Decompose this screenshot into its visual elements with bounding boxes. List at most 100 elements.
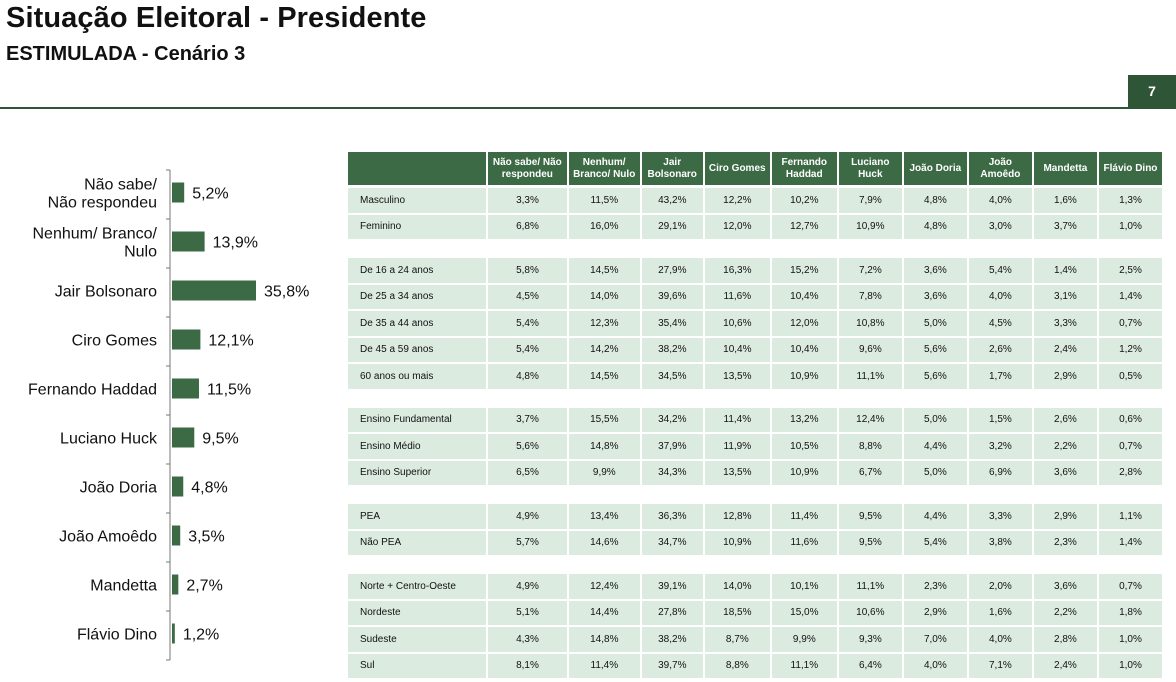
row-label: De 35 a 44 anos [348,311,487,336]
table-cell: 5,6% [903,337,967,362]
table-cell: 14,2% [568,337,640,362]
table-row: Sudeste 4,3% 14,8% 38,2% 8,7% 9,9% 9,3% 7,0% 4,0… [348,627,1162,652]
table-cell: 14,5% [568,258,640,283]
table-cell: 12,2% [704,188,770,213]
table-cell: 2,8% [1033,627,1097,652]
row-label: Não PEA [348,530,487,555]
table-cell: 10,4% [771,284,837,309]
table-cell: 5,0% [903,460,967,485]
table-cell: 12,8% [704,504,770,529]
column-header: Mandetta [1033,152,1097,185]
table-cell: 4,4% [903,434,967,459]
table-cell: 1,3% [1098,188,1162,213]
table-header: Não sabe/ Não respondeu Nenhum/ Branco/ N… [348,152,1162,185]
bar [172,378,199,399]
table-cell: 27,9% [641,258,703,283]
table-row: Masculino 3,3% 11,5% 43,2% 12,2% 10,2% 7,9% 4,8… [348,188,1162,213]
table-cell: 0,7% [1098,434,1162,459]
table-cell: 5,6% [903,364,967,389]
bar [172,329,201,350]
table-cell: 1,2% [1098,337,1162,362]
table-cell: 14,0% [704,574,770,599]
table-cell: 1,0% [1098,653,1162,678]
table-cell: 2,2% [1033,600,1097,625]
table-cell: 1,0% [1098,627,1162,652]
category-label: Jair Bolsonaro [55,284,157,301]
category-label: Luciano Huck [60,431,158,448]
table-cell: 6,7% [838,460,902,485]
table-cell: 1,7% [968,364,1032,389]
category-label: Flávio Dino [77,627,157,644]
data-label: 1,2% [183,627,219,644]
table-cell: 11,1% [771,653,837,678]
data-label: 4,8% [191,480,227,497]
category-label: João Doria [80,480,157,497]
table-cell: 11,6% [704,284,770,309]
table-cell: 3,6% [1033,574,1097,599]
data-label: 11,5% [207,382,251,399]
table-cell: 18,5% [704,600,770,625]
table-cell: 8,8% [838,434,902,459]
table-cell: 3,3% [488,188,567,213]
table-cell: 9,3% [838,627,902,652]
data-label: 13,9% [213,235,258,252]
table-cell: 7,8% [838,284,902,309]
row-label: Feminino [348,214,487,239]
table-cell: 3,2% [968,434,1032,459]
table-cell: 4,9% [488,574,567,599]
table-row: Ensino Superior 6,5% 9,9% 34,3% 13,5% 10,9% 6,… [348,460,1162,485]
table-cell: 5,0% [903,407,967,432]
table-row: Norte + Centro-Oeste 4,9% 12,4% 39,1% 14,0% 1… [348,574,1162,599]
table-cell: 4,5% [968,311,1032,336]
table-cell: 2,4% [1033,653,1097,678]
table-cell: 36,3% [641,504,703,529]
table-cell: 2,9% [1033,364,1097,389]
table-cell: 34,7% [641,530,703,555]
table-cell: 4,0% [968,188,1032,213]
table-cell: 8,1% [488,653,567,678]
table-cell: 1,6% [968,600,1032,625]
table-cell: 11,9% [704,434,770,459]
table-cell: 2,5% [1098,258,1162,283]
table-cell: 43,2% [641,188,703,213]
header-divider [0,107,1176,109]
page-number: 7 [1128,75,1176,107]
column-header: João Doria [903,152,967,185]
table-cell: 3,7% [488,407,567,432]
table-row: De 45 a 59 anos 5,4% 14,2% 38,2% 10,4% 10,4% 9… [348,337,1162,362]
table-row: Nordeste 5,1% 14,4% 27,8% 18,5% 15,0% 10,6% 2,9… [348,600,1162,625]
table-cell: 2,6% [1033,407,1097,432]
group-gap [348,557,1162,571]
table-cell: 11,1% [838,364,902,389]
table-cell: 3,0% [968,214,1032,239]
table-cell: 34,2% [641,407,703,432]
table-cell: 11,4% [704,407,770,432]
table-cell: 0,7% [1098,574,1162,599]
data-label: 12,1% [208,333,253,350]
table-cell: 9,6% [838,337,902,362]
category-label: Não sabe/Não respondeu [48,177,158,212]
row-label: Masculino [348,188,487,213]
table-cell: 1,5% [968,407,1032,432]
table-cell: 4,0% [903,653,967,678]
table-cell: 27,8% [641,600,703,625]
table-cell: 5,4% [488,337,567,362]
row-group: PEA 4,9% 13,4% 36,3% 12,8% 11,4% 9,5% 4,4% 3,3% 2… [348,504,1162,555]
category-label: Nenhum/ Branco/Nulo [32,226,157,261]
table-cell: 11,5% [568,188,640,213]
data-label: 5,2% [192,186,228,203]
row-group: Ensino Fundamental 3,7% 15,5% 34,2% 11,4% 13,… [348,407,1162,485]
group-gap [348,391,1162,405]
table-cell: 14,8% [568,434,640,459]
table-cell: 2,3% [903,574,967,599]
table-row: Ensino Fundamental 3,7% 15,5% 34,2% 11,4% 13,… [348,407,1162,432]
table-row: De 16 a 24 anos 5,8% 14,5% 27,9% 16,3% 15,2% 7… [348,258,1162,283]
row-label: 60 anos ou mais [348,364,487,389]
table-cell: 4,0% [968,284,1032,309]
page-title: Situação Eleitoral - Presidente [6,2,427,34]
table-cell: 9,9% [771,627,837,652]
table-cell: 2,9% [903,600,967,625]
table-cell: 4,8% [903,214,967,239]
table-cell: 12,0% [771,311,837,336]
bar [172,476,184,497]
